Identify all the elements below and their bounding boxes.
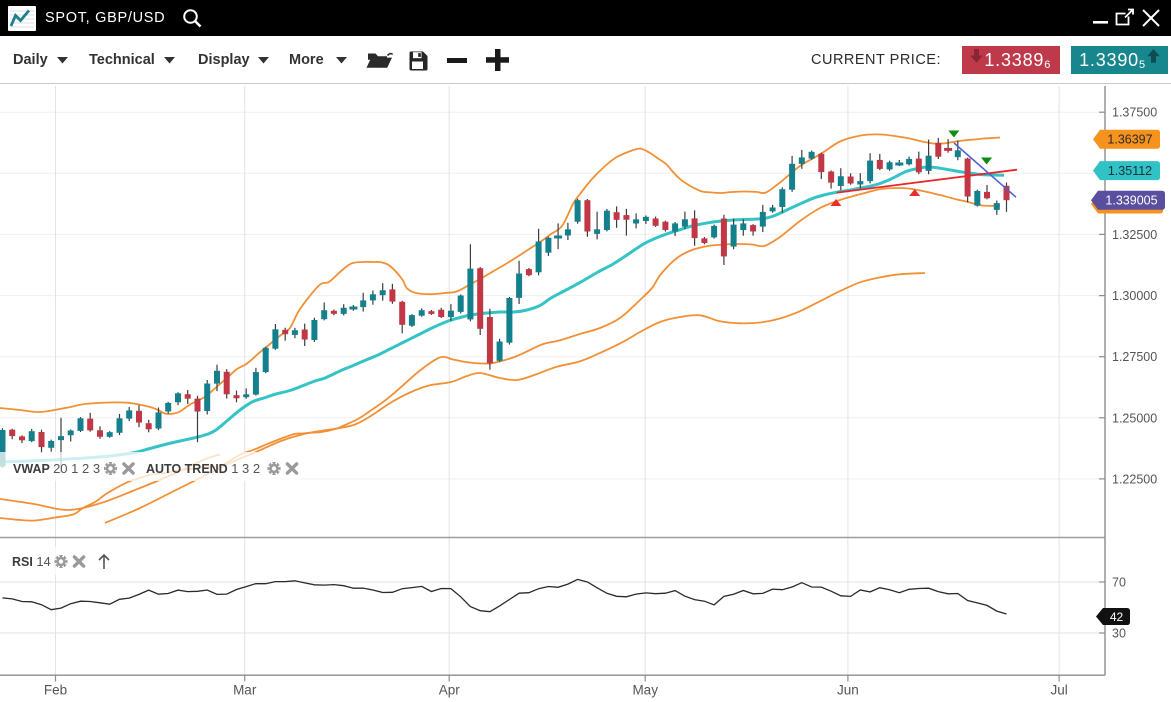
svg-text:Apr: Apr (439, 683, 461, 698)
svg-text:1.25000: 1.25000 (1112, 411, 1157, 425)
svg-text:1.35112: 1.35112 (1108, 164, 1152, 178)
svg-text:70: 70 (1112, 576, 1126, 590)
svg-text:Feb: Feb (44, 683, 67, 698)
svg-text:1.30000: 1.30000 (1112, 289, 1157, 303)
svg-text:1.27500: 1.27500 (1112, 350, 1157, 364)
svg-text:VWAP 20 1 2 3: VWAP 20 1 2 3 (13, 461, 100, 476)
svg-text:1.339005: 1.339005 (1105, 194, 1157, 208)
svg-text:42: 42 (1110, 610, 1124, 624)
svg-text:1.32500: 1.32500 (1112, 228, 1157, 242)
svg-text:Jul: Jul (1050, 683, 1067, 698)
svg-text:AUTO TREND 1 3 2: AUTO TREND 1 3 2 (146, 461, 260, 476)
svg-text:1.22500: 1.22500 (1112, 472, 1157, 486)
svg-text:1.36397: 1.36397 (1107, 133, 1152, 147)
svg-text:Jun: Jun (837, 683, 859, 698)
svg-text:May: May (632, 683, 658, 698)
svg-text:30: 30 (1112, 627, 1126, 641)
svg-text:RSI 14: RSI 14 (12, 554, 51, 569)
svg-text:Mar: Mar (233, 683, 257, 698)
svg-text:1.37500: 1.37500 (1112, 106, 1157, 120)
